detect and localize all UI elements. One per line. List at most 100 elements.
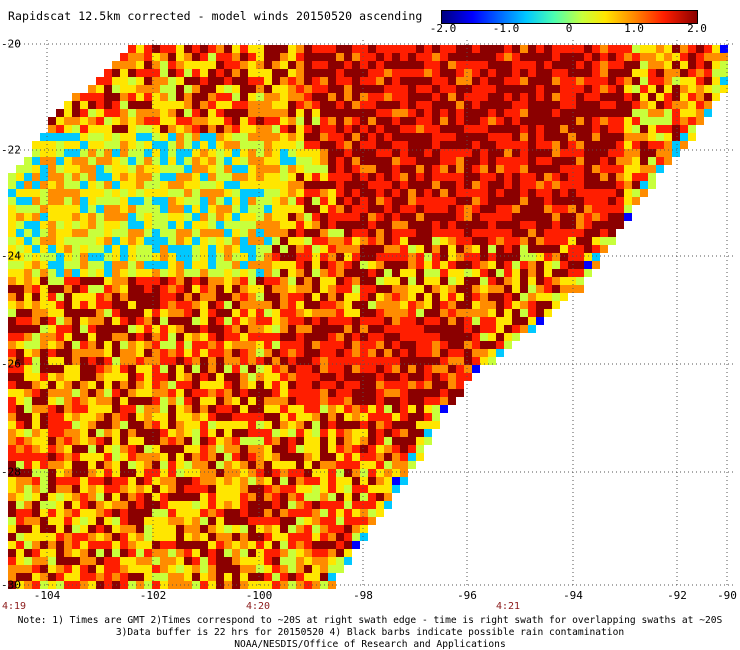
wind-cell <box>8 501 16 509</box>
wind-cell <box>232 421 240 429</box>
wind-cell <box>16 397 24 405</box>
wind-cell <box>8 229 16 237</box>
wind-cell <box>288 541 296 549</box>
wind-cell <box>496 301 504 309</box>
wind-cell <box>384 93 392 101</box>
wind-cell <box>16 381 24 389</box>
wind-cell <box>296 485 304 493</box>
wind-cell <box>424 53 432 61</box>
wind-cell <box>376 197 384 205</box>
wind-cell <box>440 349 448 357</box>
wind-cell <box>592 109 600 117</box>
wind-cell <box>344 149 352 157</box>
wind-cell <box>24 245 32 253</box>
wind-cell <box>224 205 232 213</box>
wind-cell <box>128 149 136 157</box>
wind-cell <box>160 245 168 253</box>
wind-cell <box>80 461 88 469</box>
wind-cell <box>616 45 624 53</box>
wind-cell <box>152 429 160 437</box>
wind-cell <box>240 325 248 333</box>
wind-cell <box>288 357 296 365</box>
wind-cell <box>344 301 352 309</box>
wind-cell <box>104 533 112 541</box>
wind-cell <box>432 317 440 325</box>
wind-cell <box>600 181 608 189</box>
wind-cell <box>64 341 72 349</box>
wind-cell <box>144 373 152 381</box>
wind-cell <box>592 245 600 253</box>
wind-cell <box>424 205 432 213</box>
wind-cell <box>128 213 136 221</box>
wind-cell <box>480 125 488 133</box>
wind-cell <box>48 261 56 269</box>
wind-cell <box>360 509 368 517</box>
wind-cell <box>368 437 376 445</box>
wind-cell <box>304 109 312 117</box>
wind-cell <box>432 197 440 205</box>
wind-cell <box>240 517 248 525</box>
wind-cell <box>88 525 96 533</box>
wind-cell <box>320 357 328 365</box>
wind-cell <box>328 189 336 197</box>
wind-cell <box>520 285 528 293</box>
wind-cell <box>16 477 24 485</box>
wind-cell <box>440 205 448 213</box>
wind-cell <box>232 221 240 229</box>
wind-cell <box>104 101 112 109</box>
wind-cell <box>16 421 24 429</box>
wind-cell <box>224 453 232 461</box>
wind-cell <box>248 485 256 493</box>
wind-cell <box>184 493 192 501</box>
wind-cell <box>40 541 48 549</box>
wind-cell <box>120 85 128 93</box>
wind-cell <box>224 173 232 181</box>
wind-cell <box>400 245 408 253</box>
wind-cell <box>8 277 16 285</box>
wind-cell <box>232 125 240 133</box>
wind-cell <box>472 261 480 269</box>
wind-cell <box>496 245 504 253</box>
wind-cell <box>168 573 176 581</box>
wind-cell <box>328 165 336 173</box>
wind-cell <box>160 229 168 237</box>
wind-cell <box>416 405 424 413</box>
wind-cell <box>32 573 40 581</box>
wind-cell <box>136 181 144 189</box>
wind-cell <box>488 53 496 61</box>
wind-cell <box>336 245 344 253</box>
wind-cell <box>80 501 88 509</box>
wind-cell <box>624 189 632 197</box>
wind-cell <box>88 333 96 341</box>
wind-cell <box>512 213 520 221</box>
wind-cell <box>128 333 136 341</box>
wind-cell <box>256 261 264 269</box>
wind-cell <box>288 397 296 405</box>
wind-cell <box>600 93 608 101</box>
wind-cell <box>472 149 480 157</box>
wind-cell <box>192 229 200 237</box>
wind-cell <box>112 213 120 221</box>
wind-cell <box>616 93 624 101</box>
wind-cell <box>472 253 480 261</box>
wind-cell <box>200 389 208 397</box>
wind-cell <box>552 301 560 309</box>
wind-cell <box>184 237 192 245</box>
wind-cell <box>32 517 40 525</box>
wind-cell <box>112 509 120 517</box>
wind-cell <box>88 541 96 549</box>
wind-cell <box>680 61 688 69</box>
wind-cell <box>280 365 288 373</box>
wind-cell <box>352 517 360 525</box>
wind-cell <box>16 413 24 421</box>
wind-cell <box>136 365 144 373</box>
wind-cell <box>296 253 304 261</box>
wind-cell <box>160 485 168 493</box>
wind-cell <box>400 205 408 213</box>
wind-cell <box>480 357 488 365</box>
wind-cell <box>176 509 184 517</box>
wind-cell <box>160 197 168 205</box>
wind-cell <box>504 133 512 141</box>
wind-cell <box>32 429 40 437</box>
wind-cell <box>16 493 24 501</box>
